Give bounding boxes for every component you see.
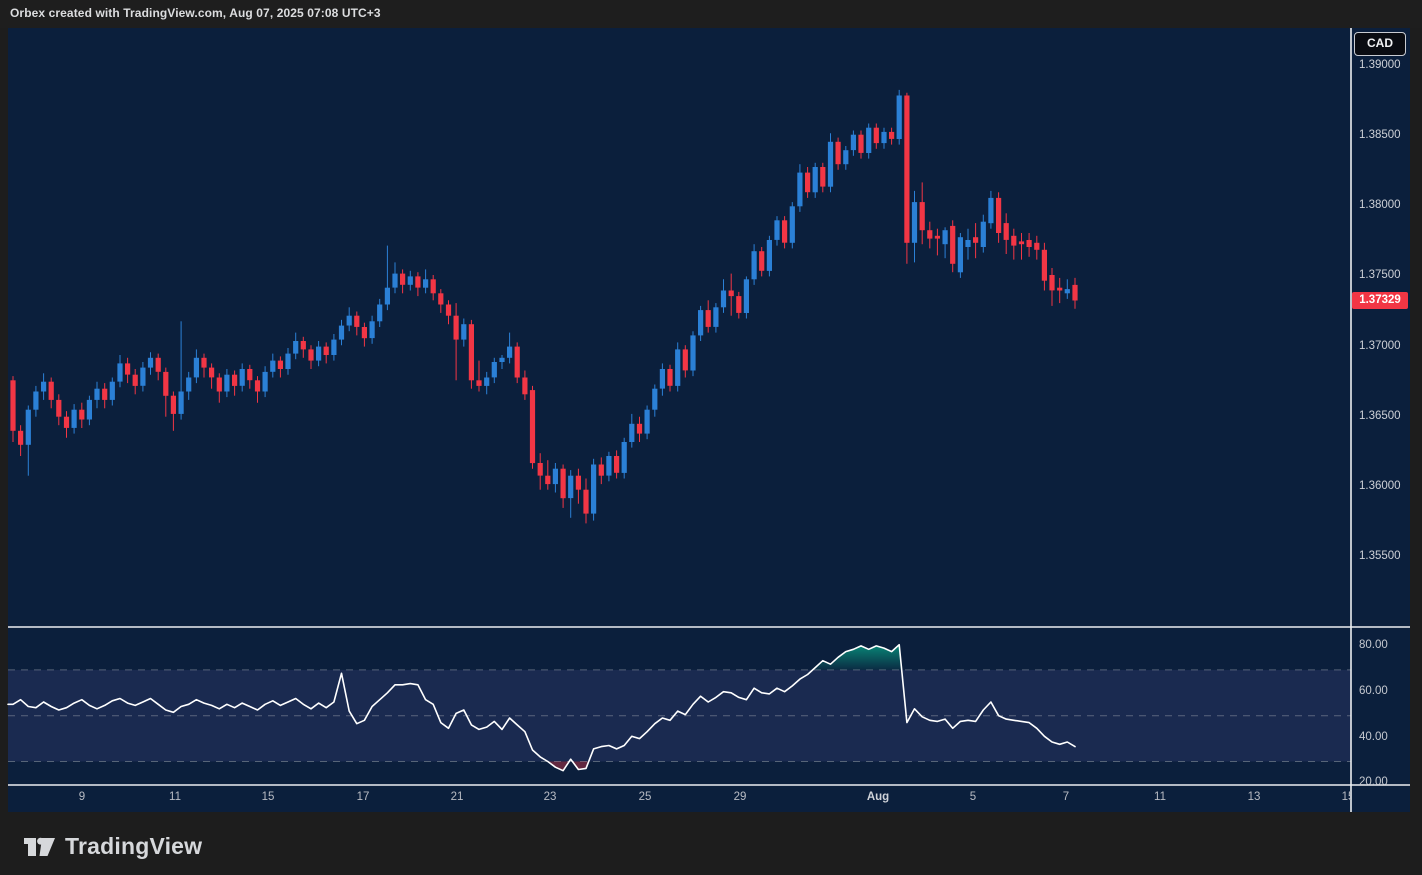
price-axis-label: 1.36500: [1359, 410, 1401, 422]
time-axis-label: 7: [1063, 791, 1069, 803]
price-axis[interactable]: 1.39000 1.38500 1.38000 1.37500 1.37000 1.365…: [1352, 28, 1410, 812]
price-axis-label: 1.35500: [1359, 550, 1401, 562]
time-axis-label: 29: [734, 791, 747, 803]
time-axis-label: 11: [1154, 791, 1166, 803]
time-axis-label: 21: [451, 791, 464, 803]
currency-badge[interactable]: CAD: [1354, 32, 1406, 56]
tradingview-chart-screenshot: Orbex created with TradingView.com, Aug …: [0, 0, 1422, 875]
time-axis-label: 5: [970, 791, 976, 803]
currency-badge-label: CAD: [1367, 36, 1393, 50]
price-axis-label: 1.39000: [1359, 59, 1401, 71]
time-axis-label: 11: [169, 791, 181, 803]
time-axis-label: 15: [262, 791, 275, 803]
indicator-axis-label: 80.00: [1359, 639, 1388, 651]
time-axis-label: 15: [1342, 791, 1351, 803]
indicator-axis-label: 40.00: [1359, 731, 1388, 743]
time-axis-label: 25: [639, 791, 652, 803]
price-axis-label: 1.37500: [1359, 269, 1401, 281]
chart-canvas[interactable]: [0, 0, 1422, 875]
time-axis-label: 9: [79, 791, 85, 803]
time-axis-label: Aug: [867, 791, 889, 803]
price-axis-label: 1.38000: [1359, 199, 1401, 211]
price-axis-label: 1.36000: [1359, 480, 1401, 492]
time-axis[interactable]: 9 11 15 17 21 23 25 29 Aug 5 7 11 13 15: [8, 786, 1351, 812]
tradingview-logo-text: TradingView: [65, 833, 202, 860]
time-axis-label: 23: [544, 791, 557, 803]
tradingview-logo[interactable]: TradingView: [22, 829, 202, 863]
tradingview-logo-icon: [22, 831, 56, 861]
indicator-axis-label: 60.00: [1359, 685, 1388, 697]
price-axis-label: 1.37000: [1359, 340, 1401, 352]
price-axis-label: 1.38500: [1359, 129, 1401, 141]
last-price-label: 1.37329: [1352, 292, 1408, 309]
time-axis-label: 17: [357, 791, 370, 803]
time-axis-label: 13: [1248, 791, 1261, 803]
indicator-axis-label: 20.00: [1359, 776, 1388, 788]
